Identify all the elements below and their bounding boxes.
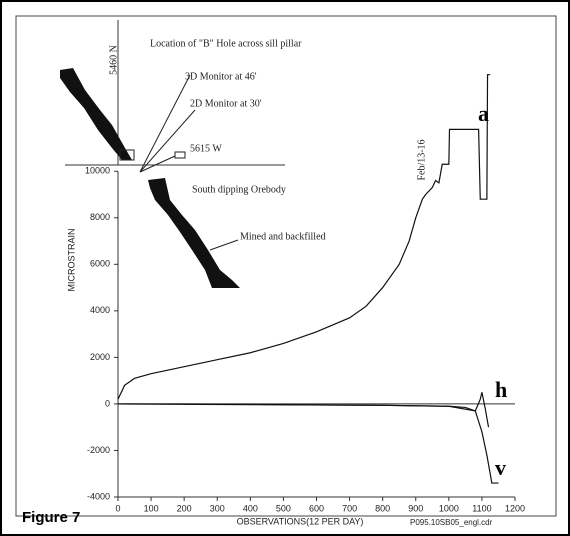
annotation: 5615 W (190, 143, 222, 154)
series-label: v (495, 455, 506, 480)
y-tick-label: 4000 (90, 305, 110, 315)
y-tick-label: 10000 (85, 166, 110, 176)
y-tick-label: -2000 (87, 445, 110, 455)
x-tick-label: 800 (375, 503, 390, 513)
x-tick-label: 700 (342, 503, 357, 513)
x-tick-label: 1200 (505, 503, 525, 513)
x-tick-label: 0 (115, 503, 120, 513)
file-label: P095.10SB05_engl.cdr (410, 518, 493, 527)
annotation: Location of "B" Hole across sill pillar (150, 38, 302, 49)
annotation: Mined and backfilled (240, 231, 326, 242)
annotation: 2D Monitor at 30' (190, 98, 262, 109)
y-tick-label: -4000 (87, 491, 110, 501)
x-tick-label: 400 (243, 503, 258, 513)
x-tick-label: 500 (276, 503, 291, 513)
page: Location of "B" Hole across sill pillar … (0, 0, 570, 536)
y-tick-label: 0 (105, 398, 110, 408)
x-tick-label: 300 (210, 503, 225, 513)
y-tick-label: 2000 (90, 352, 110, 362)
annotation: Feb/13-16 (416, 139, 427, 180)
annotation: 5460 N (108, 45, 119, 75)
annotation: 3D Monitor at 46' (185, 71, 257, 82)
series-label: h (495, 377, 507, 402)
chart: Location of "B" Hole across sill pillar … (0, 0, 570, 536)
figure-label: Figure 7 (22, 509, 80, 526)
x-tick-label: 1000 (439, 503, 459, 513)
x-tick-label: 900 (408, 503, 423, 513)
y-tick-label: 8000 (90, 212, 110, 222)
frame (1, 1, 569, 535)
annotation: South dipping Orebody (192, 184, 286, 195)
y-tick-label: 6000 (90, 259, 110, 269)
y-axis-label: MICROSTRAIN (66, 229, 76, 292)
x-axis-label: OBSERVATIONS(12 PER DAY) (237, 516, 364, 526)
x-tick-label: 200 (177, 503, 192, 513)
x-tick-label: 600 (309, 503, 324, 513)
x-tick-label: 1100 (472, 503, 491, 513)
x-tick-label: 100 (144, 503, 159, 513)
series-label: a (478, 101, 489, 126)
